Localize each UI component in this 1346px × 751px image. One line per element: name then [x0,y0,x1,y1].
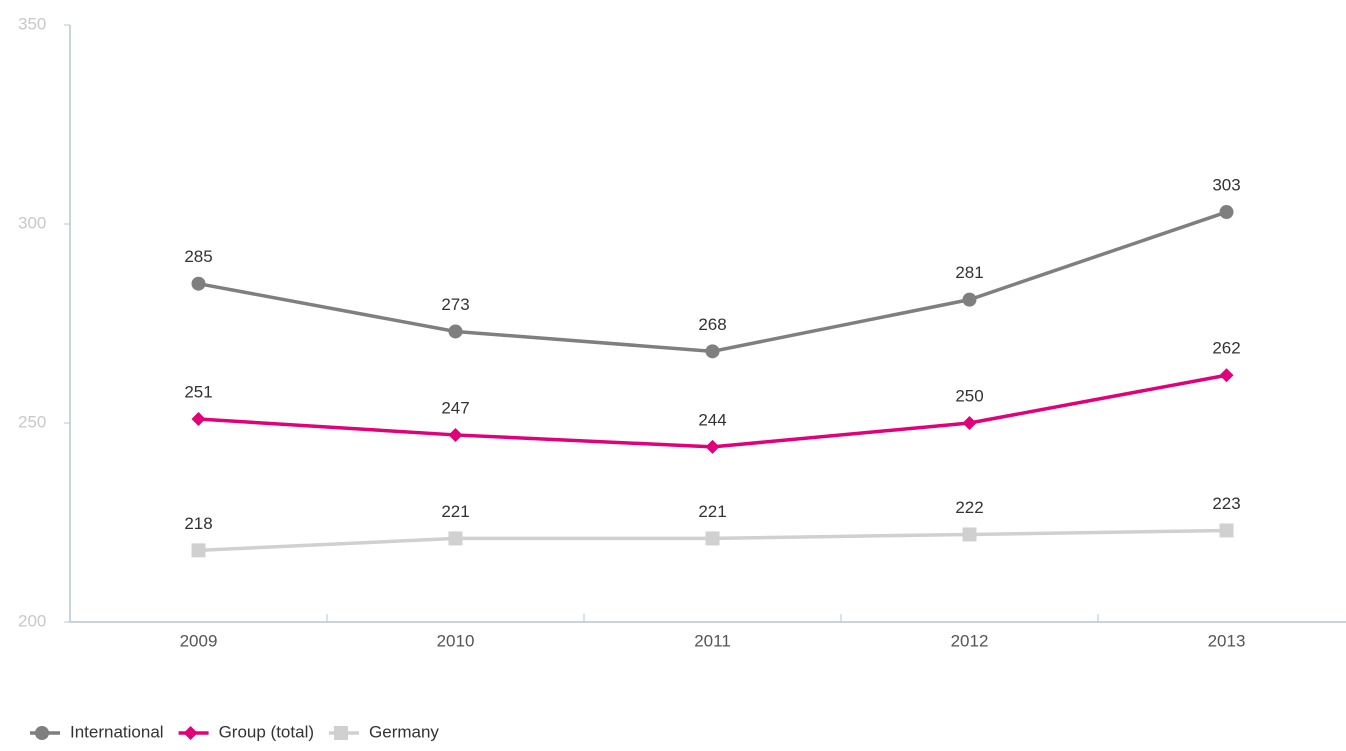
legend-marker [334,726,349,740]
y-tick-label: 200 [18,611,46,630]
data-label: 223 [1212,494,1240,513]
point [1219,205,1234,220]
x-tick-label: 2010 [437,631,475,650]
legend-item: Group (total) [178,722,314,741]
point [191,412,206,427]
point [705,344,720,359]
data-label: 285 [184,247,212,266]
data-label: 268 [698,315,726,334]
legend-item: International [30,722,164,741]
data-label: 281 [955,263,983,282]
legend-label: International [70,722,164,741]
data-label: 221 [441,502,469,521]
point [962,527,977,542]
point [1219,368,1234,383]
legend-label: Group (total) [219,722,314,741]
data-label: 273 [441,295,469,314]
point [1219,523,1234,538]
point [962,292,977,307]
x-tick-label: 2012 [951,631,989,650]
point [191,543,206,558]
point [191,276,206,291]
legend-item: Germany [329,722,439,741]
data-label: 244 [698,410,726,429]
data-label: 218 [184,514,212,533]
point [448,324,463,339]
y-tick-label: 250 [18,412,46,431]
legend-marker [183,726,198,740]
data-label: 262 [1212,339,1240,358]
legend-label: Germany [369,722,439,741]
x-tick-label: 2009 [180,631,218,650]
point [448,531,463,546]
point [962,416,977,430]
data-label: 222 [955,498,983,517]
data-label: 303 [1212,176,1240,195]
legend-marker [35,726,49,740]
data-label: 221 [698,502,726,521]
y-tick-label: 300 [18,213,46,232]
y-tick-label: 350 [18,14,46,33]
point [705,531,720,546]
x-tick-label: 2011 [694,631,731,650]
data-label: 251 [184,383,212,402]
data-label: 247 [441,398,469,417]
point [705,439,720,454]
data-label: 250 [955,386,983,405]
x-tick-label: 2013 [1208,631,1246,650]
point [448,427,463,442]
